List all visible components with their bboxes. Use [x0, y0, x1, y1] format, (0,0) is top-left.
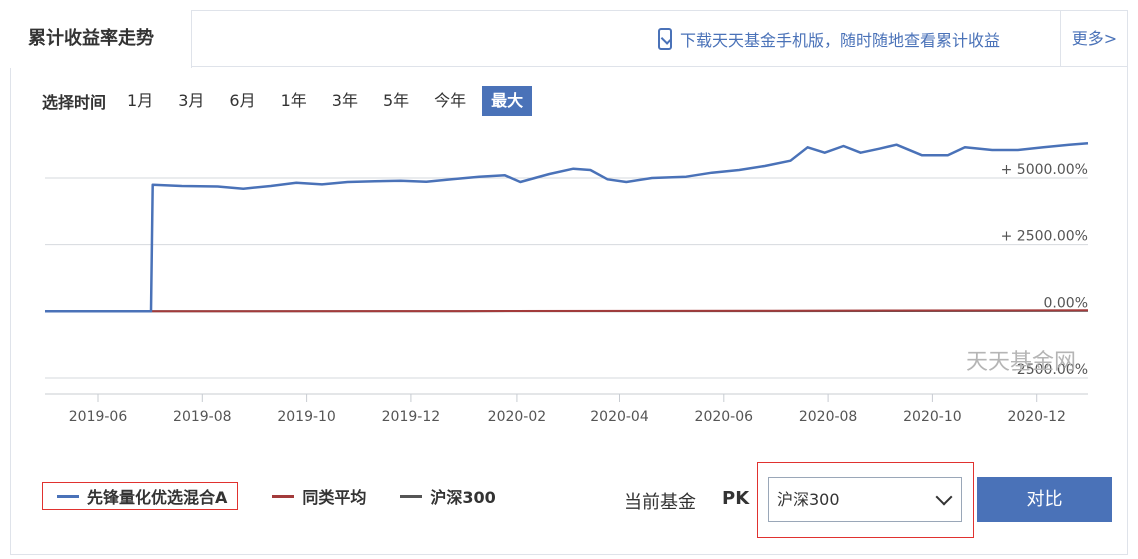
compare-fund-select[interactable]: 沪深300 — [768, 477, 962, 522]
y-tick-label: + 2500.00% — [1001, 229, 1088, 245]
more-link[interactable]: 更多> — [1060, 10, 1128, 67]
time-option-3m[interactable]: 3月 — [178, 91, 205, 110]
x-tick-label: 2020-02 — [488, 409, 547, 425]
watermark: 天天基金网 — [966, 350, 1077, 375]
series-line-fund — [45, 142, 1089, 313]
pk-label: PK — [722, 488, 750, 509]
x-tick-label: 2020-12 — [1007, 409, 1066, 425]
time-option-3y[interactable]: 3年 — [331, 91, 358, 110]
app-download-link[interactable]: 下载天天基金手机版，随时随地查看累计收益 — [658, 26, 1000, 52]
time-range-label: 选择时间 — [42, 93, 107, 112]
tab-bar — [10, 10, 1128, 67]
current-fund-label: 当前基金 — [624, 492, 696, 513]
chart-legend: 先锋量化优选混合A 同类平均 沪深300 — [42, 482, 530, 510]
x-tick-label: 2019-08 — [173, 409, 232, 425]
x-tick-label: 2020-08 — [799, 409, 858, 425]
tab-cumulative-return[interactable]: 累计收益率走势 — [10, 10, 192, 68]
time-option-max[interactable]: 最大 — [482, 86, 533, 116]
x-tick-label: 2020-10 — [903, 409, 962, 425]
legend-label-category-average: 同类平均 — [302, 488, 367, 507]
time-range-selector: 选择时间 1月 3月 6月 1年 3年 5年 今年 最大 — [42, 86, 539, 116]
x-tick-label: 2020-04 — [590, 409, 649, 425]
y-tick-label: -2500.00% — [1012, 362, 1088, 378]
legend-label-index: 沪深300 — [430, 488, 496, 507]
time-option-6m[interactable]: 6月 — [229, 91, 256, 110]
time-option-1y[interactable]: 1年 — [280, 91, 307, 110]
x-tick-label: 2019-12 — [382, 409, 441, 425]
legend-item-category-average[interactable]: 同类平均 — [272, 482, 366, 510]
x-tick-label: 2019-10 — [277, 409, 336, 425]
x-tick-label: 2020-06 — [695, 409, 754, 425]
time-option-ytd[interactable]: 今年 — [434, 91, 467, 110]
time-option-1m[interactable]: 1月 — [127, 91, 154, 110]
legend-item-index[interactable]: 沪深300 — [400, 482, 496, 510]
download-text: 下载天天基金手机版，随时随地查看累计收益 — [680, 31, 1001, 50]
legend-swatch-fund — [57, 494, 79, 498]
legend-item-fund[interactable]: 先锋量化优选混合A — [42, 482, 239, 510]
compare-button[interactable]: 对比 — [977, 477, 1112, 522]
series-line-category-average — [44, 309, 1089, 313]
phone-download-icon — [658, 28, 672, 50]
y-tick-label: 0.00% — [1044, 295, 1088, 311]
legend-swatch-index — [400, 494, 423, 498]
panel-frame — [10, 10, 1128, 555]
time-option-5y[interactable]: 5年 — [382, 91, 410, 110]
legend-swatch-category-average — [272, 494, 295, 498]
legend-label-fund: 先锋量化优选混合A — [87, 488, 228, 507]
x-tick-label: 2019-06 — [69, 409, 128, 425]
y-tick-label: + 5000.00% — [1001, 162, 1088, 178]
compare-select-highlight — [757, 462, 974, 538]
